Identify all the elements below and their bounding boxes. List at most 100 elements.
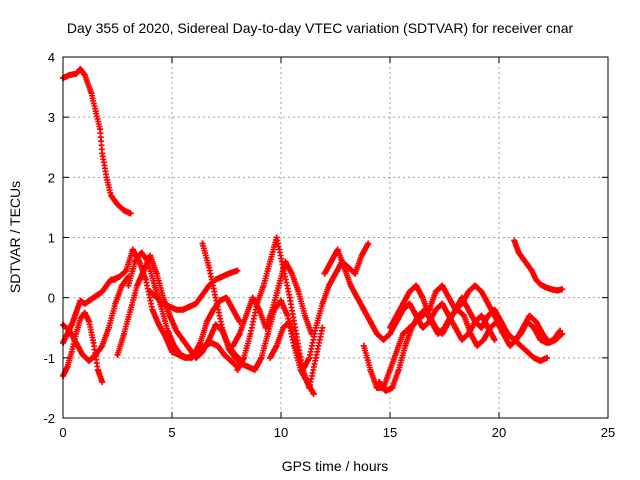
data-point [543,339,550,346]
series-track-9 [199,240,317,397]
x-tick-label: 25 [601,425,615,440]
series-track-3 [60,309,106,385]
data-point [530,324,537,331]
data-point [169,348,175,355]
data-point [99,342,106,349]
data-point [77,297,84,304]
data-point [129,246,136,253]
data-point [258,354,265,361]
data-point [269,306,276,313]
data-point [408,324,415,331]
data-point [465,306,472,313]
data-point [554,287,561,294]
data-point [415,312,422,319]
data-point [81,300,88,307]
data-point [92,351,99,358]
data-point [485,300,492,307]
data-point [118,282,125,289]
data-point [310,390,317,397]
data-point [107,192,114,199]
data-point [387,366,393,373]
data-point [142,276,149,283]
x-axis-label: GPS time / hours [282,458,389,474]
data-point [282,258,289,265]
data-point [230,342,237,349]
data-point [131,258,138,265]
y-tick-label: -2 [43,411,55,426]
y-tick-label: 2 [48,170,55,185]
data-point [387,330,393,337]
data-point [230,306,237,313]
series-markers [199,240,317,397]
data-point [325,282,332,289]
data-point [537,281,544,288]
data-point [151,282,158,289]
data-point [445,318,452,325]
data-point [197,339,204,346]
data-point [125,282,132,289]
data-point [452,324,459,331]
data-point [373,330,380,337]
data-point [487,324,494,331]
data-point [413,282,420,289]
data-point [64,363,71,370]
data-point [153,270,160,277]
data-point [134,282,141,289]
data-point [262,324,269,331]
data-point [472,282,479,289]
data-point [458,336,465,343]
data-point [155,321,162,328]
data-point [162,333,169,340]
data-point [149,306,156,313]
data-point [445,294,452,301]
data-point [190,351,197,358]
data-point [99,288,106,295]
data-point [171,342,178,349]
data-point [73,339,80,346]
data-point [73,330,80,337]
x-tick-label: 5 [168,425,175,440]
data-point [511,336,518,343]
data-point [77,66,84,73]
data-point [164,327,171,334]
data-point [461,312,468,319]
data-point [145,258,152,265]
data-point [212,321,219,328]
series-track-11 [230,258,315,349]
data-point [380,336,387,343]
data-point [491,336,498,343]
data-point [458,294,465,301]
data-point [199,291,206,298]
data-point [147,288,154,295]
data-point [236,330,243,337]
data-point [432,288,439,295]
data-point [524,348,531,355]
y-axis-label: SDTVAR / TECUs [7,181,23,293]
data-point [260,282,267,289]
data-point [321,270,328,277]
data-point [127,306,134,313]
data-point [275,282,282,289]
data-point [203,318,210,325]
data-point [517,330,524,337]
data-point [234,366,241,373]
y-tick-label: 4 [48,50,55,65]
data-point [301,312,308,319]
data-point [160,300,167,307]
data-point [251,366,258,373]
data-point [354,294,361,301]
data-point [295,288,302,295]
data-point [214,342,221,349]
data-point [506,342,513,349]
data-point [206,264,213,271]
data-point [332,270,339,277]
data-point [480,336,487,343]
data-point [402,342,409,349]
data-point [478,324,485,331]
data-point [439,330,446,337]
data-point [81,72,88,79]
data-point [219,273,226,280]
data-point [112,300,119,307]
data-point [288,270,295,277]
